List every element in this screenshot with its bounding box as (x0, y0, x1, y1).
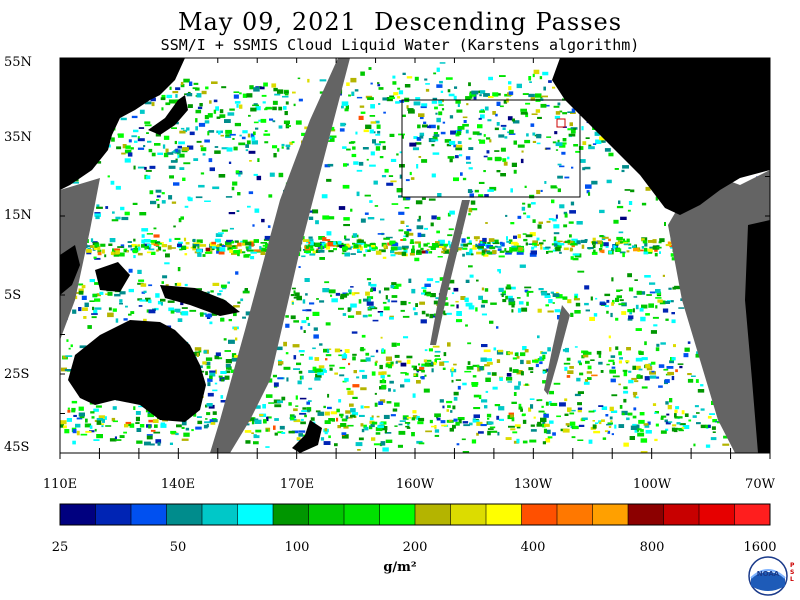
land-asia (60, 58, 185, 190)
swath-gap-asia (60, 178, 100, 340)
lon-label-170e: 170E (279, 477, 315, 492)
small-marker-box (556, 118, 566, 128)
lon-label-130w: 130W (513, 477, 553, 492)
lat-label-45s: 45S (4, 440, 30, 455)
colorbar-tick-50: 50 (169, 540, 187, 555)
region-of-interest-box (401, 99, 581, 198)
colorbar-tick-25: 25 (51, 540, 69, 555)
colorbar-tick-100: 100 (284, 540, 310, 555)
lat-label-5s: 5S (4, 288, 22, 303)
lon-label-140e: 140E (160, 477, 196, 492)
lon-label-160w: 160W (395, 477, 435, 492)
noaa-logo: NOAA (748, 556, 788, 596)
land-south-america (745, 220, 770, 453)
land-north-america (552, 58, 770, 215)
land-florida-cuba (735, 188, 770, 205)
land-borneo (95, 262, 130, 292)
map-subtitle: SSM/I + SSMIS Cloud Liquid Water (Karste… (160, 36, 640, 54)
colorbar-tick-1600: 1600 (743, 540, 777, 555)
land-australia (68, 320, 206, 422)
lat-label-55n: 55N (4, 55, 32, 70)
noaa-logo-text: NOAA (757, 570, 780, 578)
land-japan (148, 95, 188, 135)
lon-label-100w: 100W (632, 477, 672, 492)
psl-mark: P S L (790, 562, 795, 583)
colorbar-tick-200: 200 (402, 540, 428, 555)
land-korea-taiwan (96, 118, 112, 135)
map-title: May 09, 2021 Descending Passes (177, 8, 623, 36)
lat-label-25s: 25S (4, 367, 30, 382)
swath-gap-east-small (544, 305, 570, 395)
swath-gap-west (210, 58, 350, 453)
lon-ticks (59, 58, 771, 459)
lat-label-35n: 35N (4, 130, 32, 145)
colorbar-units: g/m² (383, 560, 417, 575)
lon-label-70w: 70W (745, 477, 775, 492)
lon-label-110e: 110E (42, 477, 78, 492)
lat-label-15n: 15N (4, 208, 32, 223)
land-indochina (60, 245, 80, 295)
swath-gap-east (668, 170, 770, 453)
lat-ticks (60, 57, 770, 454)
land-new-zealand (292, 420, 322, 453)
colorbar-tick-400: 400 (520, 540, 546, 555)
land-new-guinea (160, 285, 240, 316)
swath-gap-central (430, 200, 470, 345)
colorbar-tick-800: 800 (639, 540, 665, 555)
